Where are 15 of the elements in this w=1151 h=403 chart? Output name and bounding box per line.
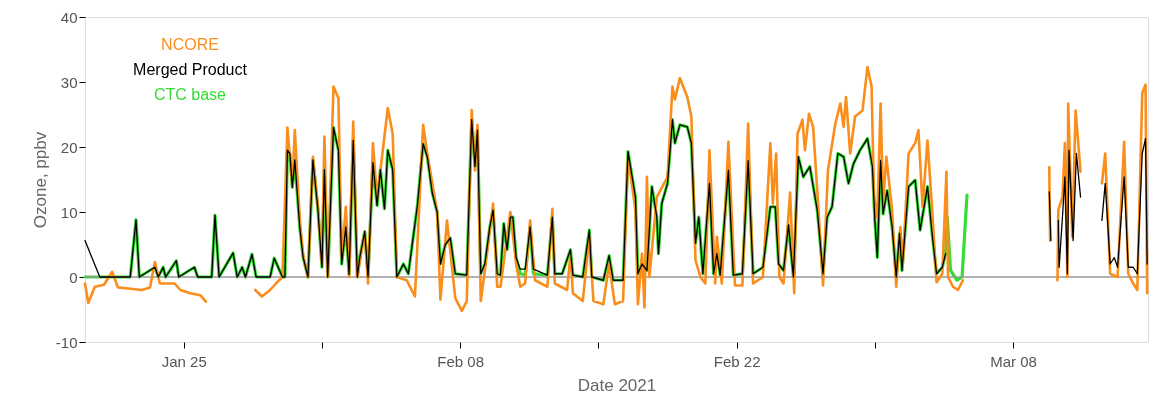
x-tick-label: Jan 25 — [161, 352, 207, 370]
x-axis-title: Date 2021 — [577, 375, 657, 395]
text: NCORE — [161, 36, 219, 53]
y-tick-label: 30 — [60, 73, 78, 91]
x-tick-label: Mar 08 — [990, 352, 1037, 370]
y-axis-title: Ozone, ppbv — [30, 131, 50, 229]
text: Merged Product — [133, 61, 248, 78]
y-tick-label: 10 — [60, 203, 78, 221]
y-tick-label: 40 — [60, 8, 78, 26]
x-tick-label: Feb 22 — [713, 352, 761, 370]
x-tick-label: Feb 08 — [437, 352, 485, 370]
text: CTC base — [153, 86, 227, 103]
y-tick-label: 20 — [60, 138, 78, 156]
y-tick-label: 0 — [69, 268, 78, 286]
y-tick-label: -10 — [55, 333, 78, 351]
